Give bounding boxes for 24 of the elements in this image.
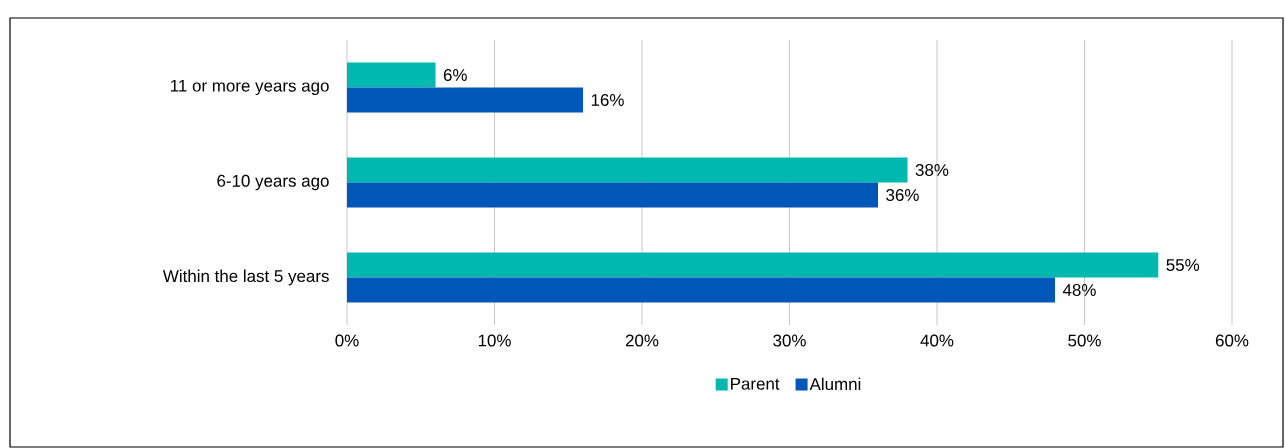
x-tick-label: 50% <box>1068 334 1101 347</box>
legend-label: Alumni <box>809 377 861 391</box>
bar <box>347 252 1159 278</box>
x-tick-label: 40% <box>920 334 954 347</box>
x-tick-label: 20% <box>625 334 659 347</box>
x-tick-label: 0% <box>335 334 359 347</box>
y-tick-label: 6-10 years ago <box>217 174 329 191</box>
y-tick-label: Within the last 5 years <box>162 269 329 286</box>
bar <box>347 182 879 208</box>
legend-label: Parent <box>731 377 780 390</box>
data-label: 38% <box>915 164 949 176</box>
x-tick-label: 60% <box>1215 334 1249 347</box>
bar <box>347 62 436 88</box>
bar <box>347 157 908 183</box>
data-label: 6% <box>443 69 467 81</box>
data-label: 36% <box>886 189 919 201</box>
data-label: 48% <box>1062 284 1096 296</box>
bar <box>347 87 583 113</box>
data-label: 16% <box>591 94 624 106</box>
data-label: 55% <box>1166 259 1200 271</box>
y-tick-label: 11 or more years ago <box>171 79 329 96</box>
x-tick-label: 10% <box>478 334 511 347</box>
bar <box>347 277 1056 303</box>
x-tick-label: 30% <box>773 334 806 347</box>
